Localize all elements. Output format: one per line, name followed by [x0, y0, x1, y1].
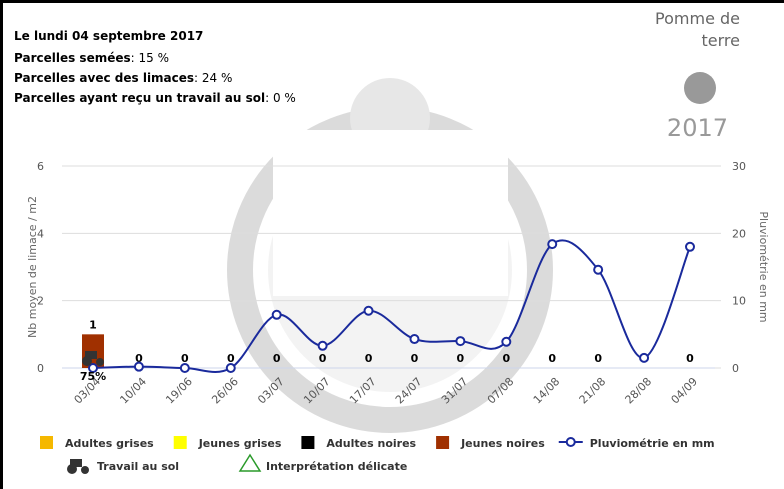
legend-label: Adultes noires [326, 437, 416, 450]
x-tick-label: 10/04 [117, 375, 149, 407]
watermark-mask [273, 130, 508, 296]
y-tick-label: 6 [37, 160, 44, 173]
line-point [456, 337, 464, 345]
data-label: 0 [411, 352, 419, 365]
year: 2017 [667, 114, 728, 142]
crop-box: Pomme de terre [630, 8, 740, 53]
data-label: 1 [89, 318, 97, 331]
data-label: 0 [319, 352, 327, 365]
y2-tick-label: 20 [732, 227, 746, 240]
line-point [686, 243, 694, 251]
legend-symbol [436, 436, 449, 449]
legend-symbol [40, 436, 53, 449]
data-label: 0 [686, 352, 694, 365]
data-label: 0 [273, 352, 281, 365]
x-tick-label: 19/06 [163, 375, 195, 407]
crop: Pomme de terre [630, 8, 740, 52]
y2-tick-label: 10 [732, 295, 746, 308]
data-label: 0 [594, 352, 602, 365]
y2-axis-title: Pluviométrie en mm [757, 211, 770, 322]
tractor-icon [82, 356, 92, 366]
data-label: 0 [548, 352, 556, 365]
tractor-icon [96, 358, 104, 366]
line-point [319, 342, 327, 350]
line-point [640, 354, 648, 362]
x-tick-label: 14/08 [531, 375, 563, 407]
x-tick-label: 21/08 [577, 375, 609, 407]
line-point [548, 240, 556, 248]
tractor-icon [67, 464, 77, 474]
line-point [502, 338, 510, 346]
x-tick-label: 28/08 [623, 375, 655, 407]
legend-label: Jeunes noires [460, 437, 545, 450]
legend-symbol [301, 436, 314, 449]
data-label: 0 [365, 352, 373, 365]
legend-symbol [174, 436, 187, 449]
stat: Parcelles semées: 15 % [14, 51, 169, 65]
stat: Parcelles ayant reçu un travail au sol: … [14, 91, 296, 105]
line-point [135, 363, 143, 371]
line-point [227, 364, 235, 372]
legend-label: Jeunes grises [198, 437, 282, 450]
x-tick-label: 26/06 [209, 375, 241, 407]
legend-label: Interprétation délicate [266, 460, 407, 473]
y2-tick-label: 0 [732, 362, 739, 375]
y2-tick-label: 30 [732, 160, 746, 173]
chart: Le lundi 04 septembre 2017 Parcelles sem… [0, 0, 784, 489]
line-point [181, 364, 189, 372]
legend-symbol [567, 438, 575, 446]
data-label: 0 [502, 352, 510, 365]
crop-icon [684, 72, 716, 104]
date: Le lundi 04 septembre 2017 [14, 29, 203, 43]
annotation: 75% [80, 370, 106, 383]
legend-label: Pluviométrie en mm [590, 437, 715, 450]
tractor-icon [81, 466, 89, 474]
y-axis-title: Nb moyen de limace / m2 [26, 196, 39, 338]
line-point [410, 335, 418, 343]
legend-symbol [240, 455, 260, 471]
legend-label: Adultes grises [65, 437, 154, 450]
border [0, 0, 3, 489]
border [0, 0, 784, 3]
data-label: 0 [457, 352, 465, 365]
x-tick-label: 04/09 [669, 375, 701, 407]
legend-label: Travail au sol [97, 460, 179, 473]
line-point [273, 311, 281, 319]
page: Le lundi 04 septembre 2017 Parcelles sem… [0, 0, 784, 489]
y-tick-label: 0 [37, 362, 44, 375]
line-point [365, 307, 373, 315]
line-point [594, 266, 602, 274]
stat: Parcelles avec des limaces: 24 % [14, 71, 232, 85]
